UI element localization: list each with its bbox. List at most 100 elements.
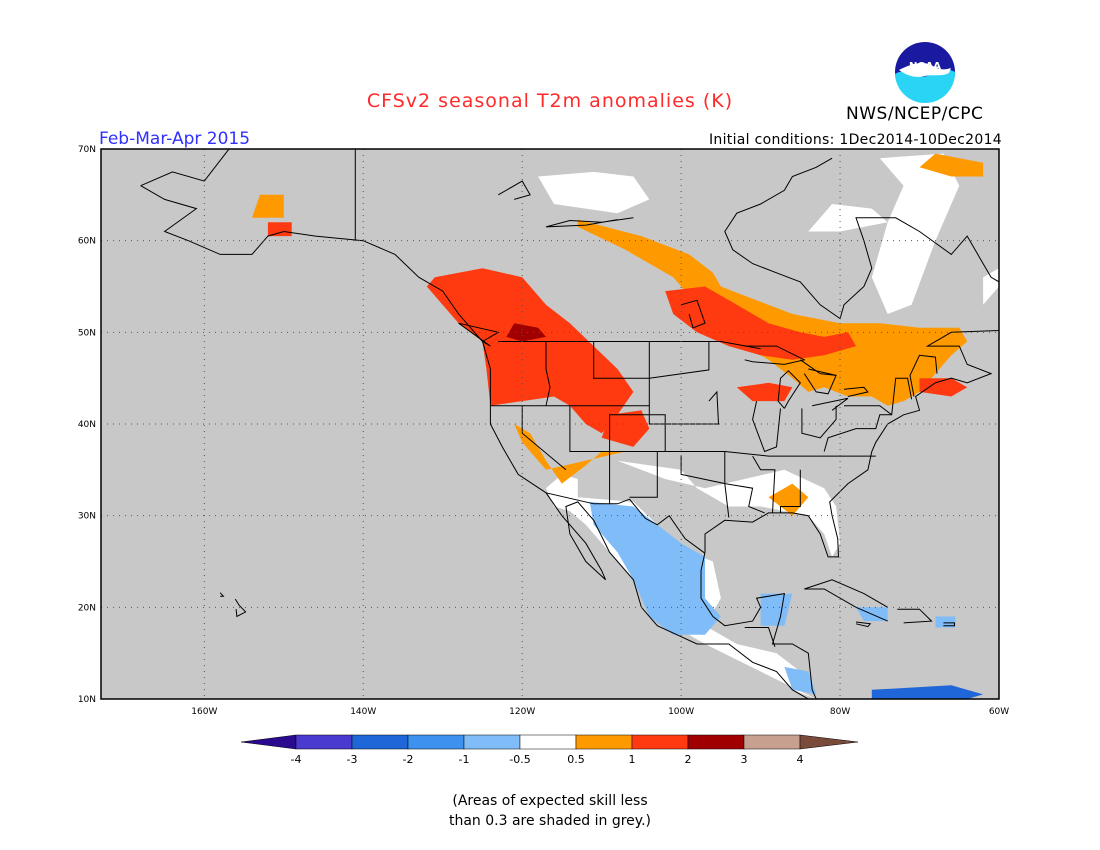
anomaly-region-4 [808, 204, 888, 232]
colorbar-label: -3 [347, 753, 358, 766]
lon-tick-label: 120W [509, 707, 535, 717]
lat-tick-label: 40N [78, 420, 96, 430]
coastline-31 [780, 469, 801, 513]
colorbar: -4 -3 -2 -1 -0.5 0.5 1 2 3 4 [240, 734, 859, 766]
lat-tick-label: 60N [78, 237, 96, 247]
coastline-5 [804, 579, 888, 622]
initial-conditions: Initial conditions: 1Dec2014-10Dec2014 [709, 132, 1002, 148]
colorbar-box [743, 734, 801, 750]
lon-tick-label: 80W [830, 707, 850, 717]
lat-tick-label: 50N [78, 328, 96, 338]
lon-tick-label: 100W [668, 707, 694, 717]
anomaly-region-25 [935, 616, 956, 628]
anomaly-region-13 [426, 268, 634, 434]
anomaly-region-22 [784, 666, 817, 695]
coastline-2 [140, 185, 809, 699]
coastline-37 [800, 359, 837, 376]
colorbar-label: -4 [291, 753, 302, 766]
coastline-18 [545, 492, 706, 554]
anomaly-region-12 [252, 194, 284, 218]
colorbar-arrow-right [799, 734, 859, 750]
coastline-10 [234, 598, 247, 618]
colorbar-box [463, 734, 521, 750]
anomaly-region-18 [267, 222, 292, 237]
anomaly-region-7 [983, 268, 999, 305]
coastline-27 [629, 451, 658, 498]
coastline-40 [680, 299, 706, 329]
coastline-8 [855, 621, 872, 628]
coastline-28 [680, 456, 730, 518]
colorbar-arrow-left [240, 734, 297, 750]
coastline-21 [521, 405, 567, 471]
coastline-26 [648, 390, 720, 425]
coastline-20 [490, 341, 650, 407]
colorbar-label: -1 [459, 753, 470, 766]
colorbar-label: 2 [685, 753, 692, 766]
lat-tick-label: 20N [78, 603, 96, 613]
footnote-line-1: (Areas of expected skill less [452, 793, 648, 809]
colorbar-label: -2 [403, 753, 414, 766]
coastline-22 [569, 405, 876, 457]
map-title: CFSv2 seasonal T2m anomalies (K) [366, 90, 734, 112]
anomaly-region-10 [768, 483, 809, 516]
colorbar-box [351, 734, 409, 750]
coastline-17 [498, 341, 761, 350]
anomaly-region-11 [919, 153, 984, 177]
anomaly-cells [252, 153, 999, 699]
coastline-34 [823, 377, 913, 452]
anomaly-region-15 [665, 286, 856, 360]
coastline-36 [909, 354, 938, 397]
colorbar-box [519, 734, 577, 750]
lon-tick-label: 140W [350, 707, 376, 717]
coastline-24 [545, 341, 551, 406]
coastline-12 [777, 370, 801, 409]
noaa-logo: NOAA [895, 42, 956, 104]
anomaly-region-20 [589, 501, 721, 635]
coastline-29 [724, 451, 765, 514]
coastline-14 [843, 386, 869, 397]
agency-label: NWS/NCEP/CPC [846, 104, 984, 124]
anomaly-region-21 [760, 593, 793, 626]
anomaly-region-2 [617, 460, 841, 557]
anomaly-region-23 [871, 685, 984, 699]
lat-tick-label: 10N [78, 695, 96, 705]
anomaly-region-3 [538, 171, 650, 214]
anomaly-region-8 [577, 219, 968, 406]
coastline-30 [752, 455, 776, 513]
lon-tick-labels: 160W 140W 120W 100W 80W 60W [191, 707, 1009, 717]
coastline-16 [458, 322, 500, 347]
anomaly-region-14 [601, 410, 650, 447]
anomaly-region-5 [871, 153, 960, 314]
coastline-15 [812, 397, 849, 411]
footnote-line-2: than 0.3 are shaded in grey.) [448, 813, 651, 829]
lat-tick-label: 70N [78, 145, 96, 155]
coastline-9 [219, 592, 225, 597]
coastline-4 [704, 157, 999, 558]
coastline-7 [943, 622, 955, 627]
skill-footnote: (Areas of expected skill less than 0.3 a… [0, 791, 1100, 831]
colorbar-box [295, 734, 353, 750]
coastline-6 [897, 608, 933, 624]
coastline-13 [803, 368, 837, 395]
lat-tick-labels: 10N 20N 30N 40N 50N 60N 70N [78, 145, 96, 705]
colorbar-box [407, 734, 465, 750]
lon-tick-label: 160W [191, 707, 217, 717]
coastline-33 [801, 405, 837, 439]
colorbar-box [687, 734, 745, 750]
coastline-41 [744, 627, 776, 647]
anomaly-region-9 [514, 424, 626, 484]
anomaly-region-19 [506, 323, 546, 342]
logo-text: NOAA [909, 61, 941, 72]
colorbar-label: 3 [741, 753, 748, 766]
colorbar-label: 0.5 [567, 753, 585, 766]
lon-tick-label: 60W [989, 707, 1009, 717]
map-background [101, 149, 999, 699]
coastline-11 [744, 345, 806, 365]
lat-tick-label: 30N [78, 512, 96, 522]
colorbar-label: 4 [797, 753, 804, 766]
colorbar-label: -0.5 [509, 753, 530, 766]
forecast-period: Feb-Mar-Apr 2015 [99, 129, 251, 149]
map-frame [100, 148, 1000, 700]
coastline-35 [844, 405, 893, 416]
